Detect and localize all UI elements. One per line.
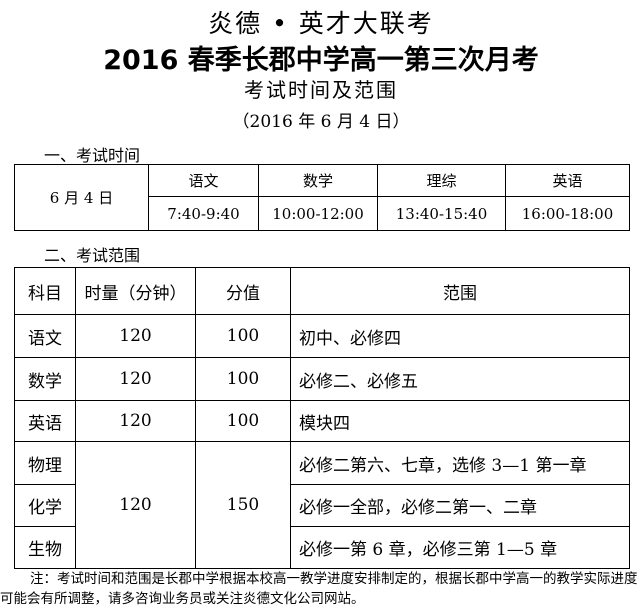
table-row: 数学 120 100 必修二、必修五 — [14, 357, 630, 401]
schedule-table: 6 月 4 日 语文 数学 理综 英语 7:40-9:40 10:00-12:0… — [14, 164, 630, 231]
score-cell: 100 — [195, 314, 291, 358]
subject-header: 英语 — [505, 164, 630, 197]
column-header: 时量（分钟） — [75, 267, 196, 315]
duration-cell: 120 — [75, 314, 196, 358]
duration-cell: 120 — [75, 357, 196, 401]
duration-cell: 120 — [75, 400, 196, 442]
range-cell: 初中、必修四 — [290, 314, 630, 358]
subject-cell: 数学 — [14, 357, 76, 401]
subject-cell: 生物 — [14, 526, 76, 569]
range-cell: 必修一全部，必修二第一、二章 — [290, 484, 630, 527]
table-row: 物理 120 150 必修二第六、七章，选修 3—1 第一章 — [14, 441, 630, 569]
schedule-heading: 一、考试时间 — [44, 146, 141, 165]
time-cell: 13:40-15:40 — [377, 196, 506, 231]
score-cell: 100 — [195, 400, 291, 442]
subject-cell: 化学 — [14, 484, 76, 527]
time-cell: 7:40-9:40 — [148, 196, 259, 231]
time-cell: 10:00-12:00 — [258, 196, 378, 231]
column-header: 科目 — [14, 267, 76, 315]
subject-cell: 物理 — [14, 441, 76, 485]
range-cell: 必修二、必修五 — [290, 357, 630, 401]
range-cell: 模块四 — [290, 400, 630, 442]
scope-table: 科目 时量（分钟） 分值 范围 语文 120 100 初中、必修四 数学 120… — [14, 267, 630, 569]
exam-date: （2016 年 6 月 4 日） — [232, 112, 410, 132]
score-cell: 150 — [195, 441, 291, 569]
brand-title: 炎德 • 英才大联考 — [208, 9, 434, 38]
footnote: 注：考试时间和范围是长郡中学根据本校高一教学进度安排制定的，根据长郡中学高一的教… — [0, 571, 638, 607]
table-row: 化学 必修一全部，必修二第一、二章 — [14, 484, 630, 527]
schedule-day: 6 月 4 日 — [14, 164, 149, 231]
score-cell: 100 — [195, 357, 291, 401]
subject-header: 数学 — [258, 164, 378, 197]
subject-header: 理综 — [377, 164, 506, 197]
scope-heading: 二、考试范围 — [44, 246, 141, 265]
table-row: 语文 120 100 初中、必修四 — [14, 314, 630, 358]
subject-cell: 英语 — [14, 400, 76, 442]
table-row: 英语 120 100 模块四 — [14, 400, 630, 442]
subject-cell: 语文 — [14, 314, 76, 358]
column-header: 分值 — [195, 267, 291, 315]
range-cell: 必修二第六、七章，选修 3—1 第一章 — [290, 441, 630, 485]
column-header: 范围 — [290, 267, 630, 315]
range-cell: 必修一第 6 章，必修三第 1—5 章 — [290, 526, 630, 569]
subject-header: 语文 — [148, 164, 259, 197]
time-cell: 16:00-18:00 — [505, 196, 630, 231]
page-title: 2016 春季长郡中学高一第三次月考 — [103, 45, 539, 76]
page-subtitle: 考试时间及范围 — [244, 78, 398, 102]
duration-cell: 120 — [75, 441, 196, 569]
table-row: 生物 必修一第 6 章，必修三第 1—5 章 — [14, 526, 630, 569]
